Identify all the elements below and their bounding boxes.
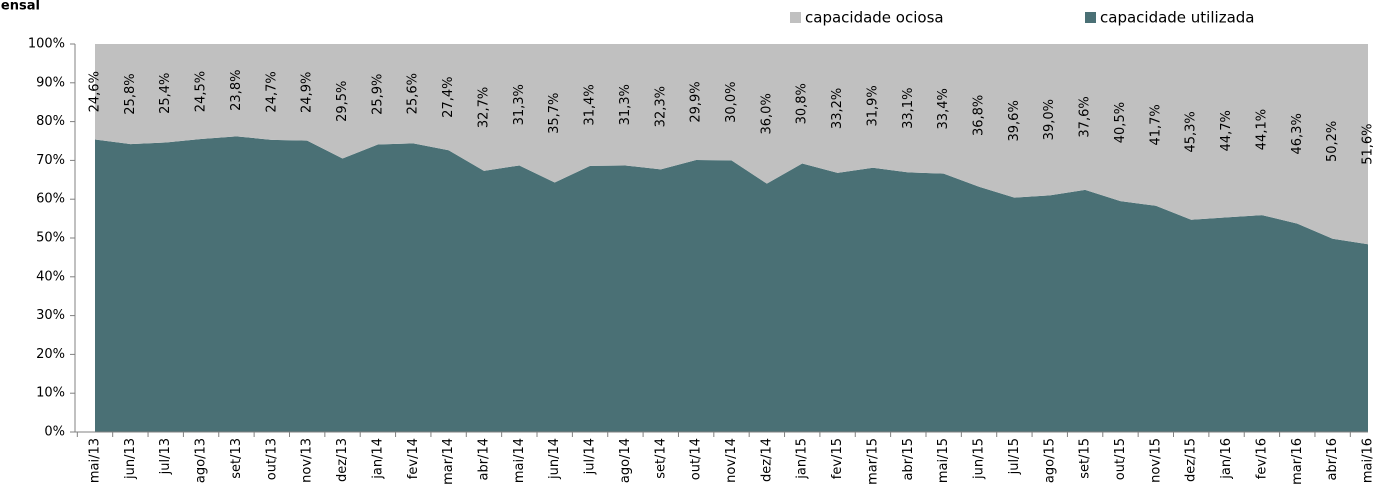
x-tick-label: jun/14 [547, 438, 562, 480]
y-tick-label: 60% [36, 192, 65, 207]
area [95, 136, 1368, 432]
data-label: 32,7% [476, 87, 491, 128]
data-label: 46,3% [1290, 113, 1305, 154]
data-label: 40,5% [1113, 102, 1128, 143]
x-tick-label: jun/15 [972, 438, 987, 480]
data-label: 45,3% [1184, 111, 1199, 152]
x-tick-label: ago/15 [1042, 438, 1057, 483]
legend-label: capacidade utilizada [1100, 9, 1254, 27]
x-tick-label: mar/15 [865, 438, 880, 485]
x-tick-label: set/15 [1078, 438, 1093, 479]
data-label: 25,8% [123, 73, 138, 114]
data-label: 33,2% [830, 88, 845, 129]
data-label: 31,3% [618, 84, 633, 125]
x-tick-label: out/13 [264, 438, 279, 480]
data-label: 29,9% [689, 81, 704, 122]
y-tick-label: 30% [36, 308, 65, 323]
x-tick-label: set/14 [653, 438, 668, 479]
x-tick-label: fev/15 [830, 438, 845, 479]
y-tick-label: 40% [36, 269, 65, 284]
x-tick-label: out/15 [1113, 438, 1128, 480]
x-tick-label: nov/14 [724, 438, 739, 483]
data-label: 36,8% [972, 95, 987, 136]
data-label: 33,1% [901, 88, 916, 129]
x-tick-label: ago/14 [618, 438, 633, 483]
y-tick-label: 70% [36, 153, 65, 168]
x-tick-label: nov/15 [1148, 438, 1163, 483]
data-label: 41,7% [1148, 104, 1163, 145]
y-tick-label: 20% [36, 347, 65, 362]
x-tick-label: abr/14 [476, 438, 491, 481]
x-tick-label: dez/14 [759, 438, 774, 482]
x-tick-label: mar/16 [1290, 438, 1305, 485]
x-tick-label: mai/15 [936, 438, 951, 483]
data-label: 36,0% [759, 93, 774, 134]
x-tick-label: jul/14 [583, 438, 598, 475]
x-tick-label: jan/15 [795, 438, 810, 480]
data-label: 30,0% [724, 82, 739, 123]
data-label: 31,3% [512, 84, 527, 125]
data-label: 25,6% [406, 73, 421, 114]
data-label: 39,6% [1007, 100, 1022, 141]
data-label: 31,9% [865, 85, 880, 126]
x-tick-label: mai/14 [512, 438, 527, 483]
chart-title: Mensal [0, 0, 40, 14]
data-label: 37,6% [1078, 96, 1093, 137]
data-label: 24,6% [88, 71, 103, 112]
data-label: 24,7% [264, 71, 279, 112]
x-tick-label: dez/15 [1184, 438, 1199, 482]
data-label: 24,9% [300, 72, 315, 113]
data-label: 33,4% [936, 88, 951, 129]
legend-label: capacidade ociosa [805, 9, 944, 27]
x-tick-label: jan/14 [370, 438, 385, 480]
x-tick-label: ago/13 [194, 438, 209, 483]
legend-swatch [790, 12, 801, 23]
data-label: 30,8% [795, 83, 810, 124]
data-label: 25,9% [370, 74, 385, 115]
data-label: 29,5% [335, 81, 350, 122]
x-tick-label: set/13 [229, 438, 244, 479]
x-tick-label: fev/16 [1254, 438, 1269, 479]
y-tick-label: 10% [36, 386, 65, 401]
x-tick-label: jul/15 [1007, 438, 1022, 475]
x-tick-label: mar/14 [441, 438, 456, 485]
area [95, 44, 1368, 245]
data-label: 51,6% [1361, 123, 1376, 164]
y-tick-label: 100% [28, 37, 65, 52]
data-label: 44,1% [1254, 109, 1269, 150]
data-label: 25,4% [158, 73, 173, 114]
data-label: 23,8% [229, 70, 244, 111]
x-tick-label: fev/14 [406, 438, 421, 479]
x-tick-label: dez/13 [335, 438, 350, 482]
data-label: 27,4% [441, 76, 456, 117]
data-label: 24,5% [194, 71, 209, 112]
x-tick-label: mai/13 [88, 438, 103, 483]
x-tick-label: nov/13 [300, 438, 315, 483]
legend-swatch [1085, 12, 1096, 23]
y-tick-label: 80% [36, 114, 65, 129]
y-tick-label: 90% [36, 75, 65, 90]
x-tick-label: abr/15 [901, 438, 916, 481]
data-label: 31,4% [583, 84, 598, 125]
x-tick-label: out/14 [689, 438, 704, 480]
data-label: 50,2% [1325, 121, 1340, 162]
y-tick-label: 0% [44, 425, 65, 440]
x-tick-label: mai/16 [1361, 438, 1376, 483]
data-label: 39,0% [1042, 99, 1057, 140]
x-tick-label: abr/16 [1325, 438, 1340, 481]
data-label: 32,3% [653, 86, 668, 127]
data-label: 44,7% [1219, 110, 1234, 151]
x-tick-label: jan/16 [1219, 438, 1234, 480]
x-tick-label: jul/13 [158, 438, 173, 475]
y-tick-label: 50% [36, 231, 65, 246]
data-label: 35,7% [547, 93, 562, 134]
x-tick-label: jun/13 [123, 438, 138, 480]
